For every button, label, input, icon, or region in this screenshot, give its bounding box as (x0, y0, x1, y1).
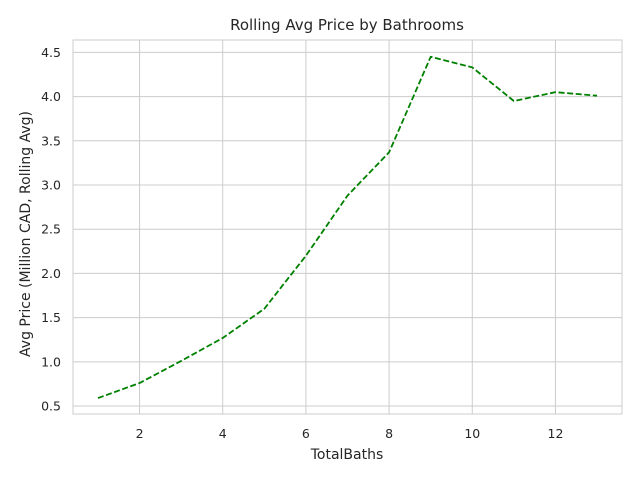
y-tick-label: 2.5 (41, 222, 61, 237)
y-tick-label: 1.0 (41, 354, 61, 369)
plot-frame (72, 39, 623, 415)
x-axis-title: TotalBaths (310, 447, 384, 463)
x-tick-label: 10 (464, 426, 480, 441)
series-line (97, 55, 598, 399)
chart-title: Rolling Avg Price by Bathrooms (230, 16, 464, 34)
y-tick-label: 2.0 (41, 266, 61, 281)
y-tick-labels: 0.5 1.0 1.5 2.0 2.5 3.0 3.5 4.0 4.5 (41, 45, 61, 414)
y-tick-label: 3.5 (41, 133, 61, 148)
y-tick-label: 1.5 (41, 310, 61, 325)
x-tick-labels: 2 4 6 8 10 12 (136, 426, 564, 441)
x-tick-label: 6 (302, 426, 310, 441)
x-tick-label: 8 (385, 426, 393, 441)
x-tick-label: 2 (136, 426, 144, 441)
y-tick-label: 3.0 (41, 178, 61, 193)
x-tick-label: 12 (548, 426, 564, 441)
series-layer (97, 55, 598, 399)
y-tick-label: 0.5 (41, 399, 61, 414)
x-tick-label: 4 (219, 426, 227, 441)
y-tick-label: 4.0 (41, 89, 61, 104)
y-tick-label: 4.5 (41, 45, 61, 60)
y-axis-title: Avg Price (Million CAD, Rolling Avg) (18, 111, 34, 357)
